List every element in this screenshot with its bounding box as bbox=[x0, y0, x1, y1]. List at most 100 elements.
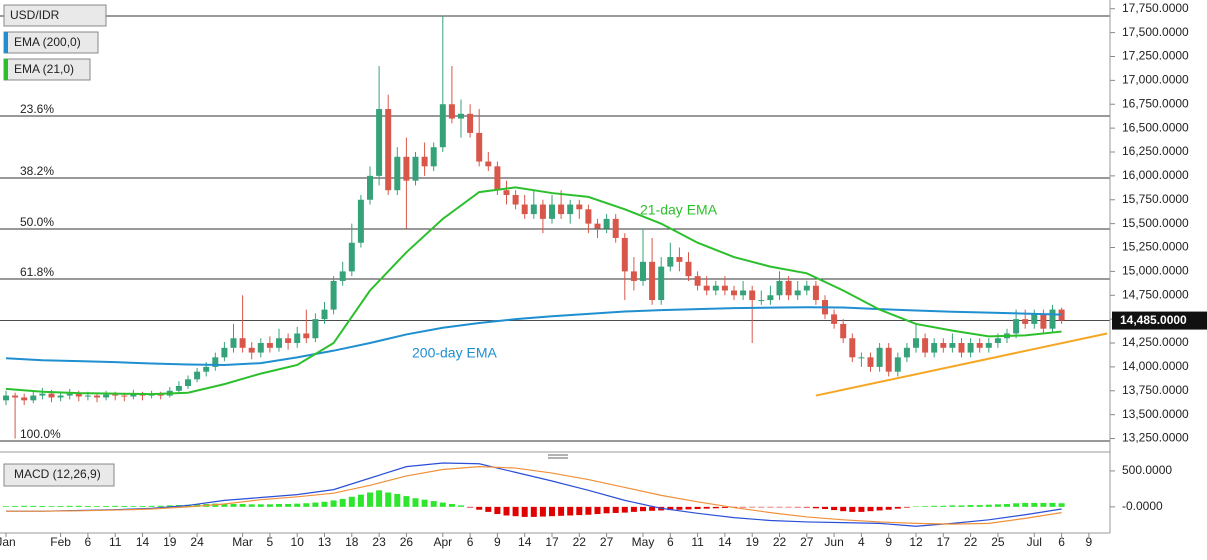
candle-body bbox=[994, 338, 1001, 344]
macd-histogram-bar bbox=[576, 506, 583, 516]
macd-histogram-bar bbox=[840, 506, 847, 512]
macd-histogram-bar bbox=[230, 503, 237, 507]
candle-body bbox=[1013, 319, 1020, 334]
candle-body bbox=[585, 209, 592, 224]
candle-body bbox=[685, 261, 692, 277]
macd-histogram-bar bbox=[503, 506, 510, 516]
candle-body bbox=[840, 323, 847, 339]
macd-histogram-bar bbox=[1031, 502, 1038, 507]
y-tick-label: 13,500.0000 bbox=[1122, 407, 1189, 421]
line-annotation: 21-day EMA bbox=[640, 202, 718, 218]
macd-histogram-bar bbox=[785, 506, 792, 508]
candle-body bbox=[312, 319, 319, 339]
candle-body bbox=[867, 357, 874, 367]
candle-body bbox=[257, 343, 264, 353]
candle-body bbox=[731, 290, 737, 296]
candle-body bbox=[512, 194, 519, 205]
macd-histogram-bar bbox=[21, 505, 28, 507]
macd-histogram-bar bbox=[257, 504, 264, 507]
macd-histogram-bar bbox=[913, 506, 919, 507]
macd-histogram-bar bbox=[1049, 502, 1056, 507]
macd-histogram-bar bbox=[858, 506, 865, 512]
macd-histogram-bar bbox=[776, 506, 783, 508]
macd-y-tick-label: -0.0000 bbox=[1122, 499, 1163, 513]
macd-histogram-bar bbox=[485, 506, 492, 512]
candle-body bbox=[348, 242, 355, 272]
x-tick-label: 18 bbox=[345, 535, 359, 549]
y-tick-label: 15,250.0000 bbox=[1122, 240, 1189, 254]
candle-body bbox=[48, 393, 55, 398]
x-tick-label: 14 bbox=[718, 535, 732, 549]
macd-histogram-bar bbox=[385, 492, 392, 507]
x-tick-label: Jun bbox=[824, 535, 843, 549]
y-tick-label: 17,500.0000 bbox=[1122, 25, 1189, 39]
candle-body bbox=[321, 309, 328, 320]
macd-histogram-bar bbox=[558, 506, 565, 516]
legend-box bbox=[3, 4, 107, 27]
macd-histogram-bar bbox=[958, 505, 965, 507]
candle-body bbox=[858, 357, 865, 359]
macd-histogram-bar bbox=[922, 506, 929, 507]
candle-body bbox=[749, 290, 756, 301]
macd-histogram-bar bbox=[940, 505, 947, 507]
candle-body bbox=[922, 338, 929, 353]
candle-body bbox=[439, 104, 446, 148]
candle-body bbox=[985, 343, 992, 348]
line-annotation: 200-day EMA bbox=[412, 345, 497, 361]
candle-body bbox=[112, 394, 119, 396]
macd-histogram-bar bbox=[412, 498, 419, 507]
macd-histogram-bar bbox=[621, 506, 628, 513]
candle-body bbox=[357, 199, 364, 243]
candle-body bbox=[958, 343, 965, 353]
macd-histogram-bar bbox=[612, 506, 619, 513]
x-tick-label: Jan bbox=[0, 535, 16, 549]
candle-body bbox=[248, 347, 255, 353]
candle-body bbox=[503, 190, 510, 195]
y-tick-label: 14,250.0000 bbox=[1122, 335, 1189, 349]
candle-body bbox=[1049, 309, 1056, 329]
candle-body bbox=[185, 379, 191, 387]
candle-body bbox=[430, 147, 437, 167]
x-tick-label: 4 bbox=[858, 535, 865, 549]
legend-box bbox=[3, 463, 115, 487]
fib-level-label: 23.6% bbox=[20, 102, 54, 116]
candle-body bbox=[703, 285, 710, 291]
macd-histogram-bar bbox=[321, 501, 328, 507]
macd-histogram-bar bbox=[103, 505, 110, 507]
candle-body bbox=[376, 109, 383, 176]
x-tick-label: 27 bbox=[800, 535, 814, 549]
y-tick-label: 16,000.0000 bbox=[1122, 168, 1189, 182]
macd-histogram-bar bbox=[239, 503, 246, 507]
x-tick-label: 22 bbox=[964, 535, 978, 549]
x-tick-label: May bbox=[632, 535, 655, 549]
candle-body bbox=[467, 113, 474, 133]
macd-histogram-bar bbox=[75, 505, 82, 507]
macd-histogram-bar bbox=[476, 506, 483, 510]
candle-body bbox=[485, 161, 492, 167]
candle-body bbox=[57, 395, 64, 398]
macd-histogram-bar bbox=[66, 505, 73, 507]
candle-body bbox=[84, 395, 91, 397]
macd-histogram-bar bbox=[430, 501, 437, 507]
macd-histogram-bar bbox=[630, 506, 637, 512]
y-tick-label: 13,750.0000 bbox=[1122, 383, 1189, 397]
candle-body bbox=[230, 338, 237, 348]
candle-body bbox=[640, 261, 646, 281]
macd-histogram-bar bbox=[703, 506, 710, 509]
macd-histogram-bar bbox=[649, 506, 656, 511]
candle-body bbox=[549, 204, 555, 219]
y-tick-label: 17,250.0000 bbox=[1122, 49, 1189, 63]
macd-histogram-bar bbox=[94, 506, 100, 507]
candle-body bbox=[130, 393, 137, 397]
macd-histogram-bar bbox=[994, 504, 1001, 507]
candle-body bbox=[194, 371, 201, 380]
candle-body bbox=[303, 333, 310, 339]
macd-histogram-bar bbox=[512, 506, 519, 517]
macd-histogram-bar bbox=[458, 505, 464, 507]
candle-body bbox=[913, 338, 919, 348]
macd-histogram-bar bbox=[39, 505, 46, 507]
macd-histogram-bar bbox=[831, 506, 838, 511]
macd-histogram-bar bbox=[221, 503, 228, 507]
macd-line bbox=[6, 466, 1062, 525]
candle-body bbox=[740, 290, 747, 296]
